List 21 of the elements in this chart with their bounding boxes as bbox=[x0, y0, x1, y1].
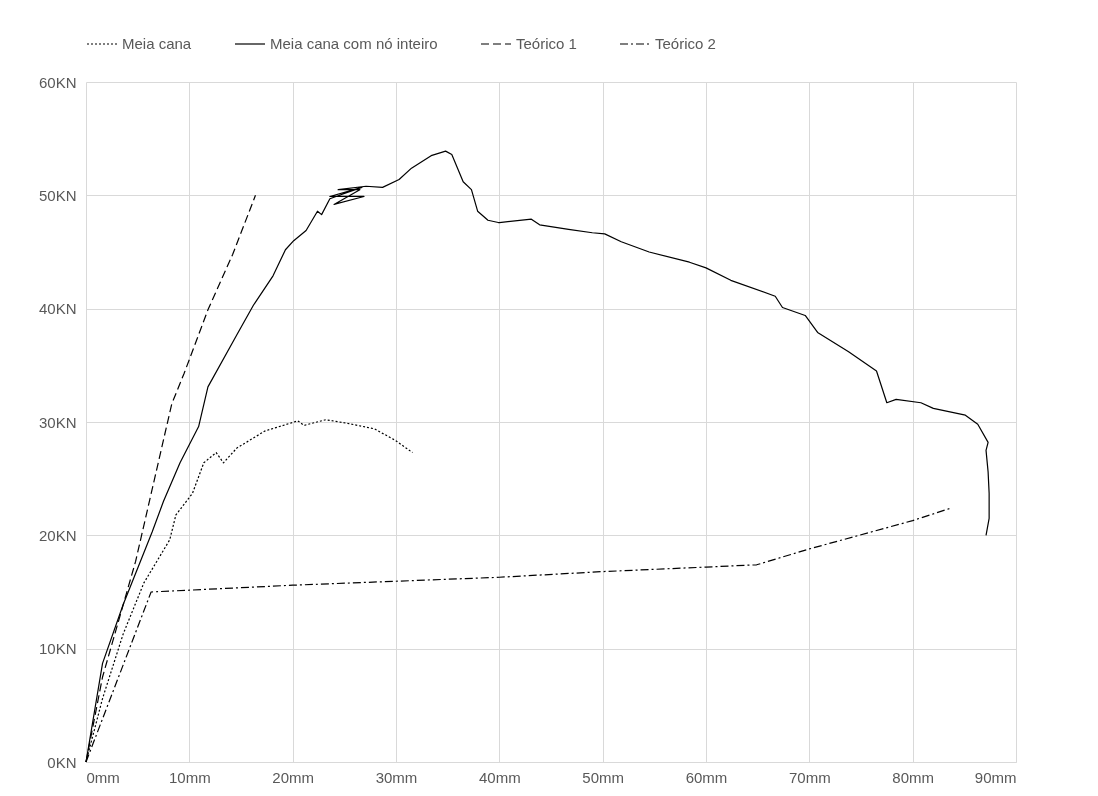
legend-label: Teórico 1 bbox=[516, 35, 577, 52]
y-tick-label: 40KN bbox=[38, 300, 77, 318]
y-tick-label: 20KN bbox=[38, 526, 77, 544]
y-tick-label: 50KN bbox=[38, 186, 77, 204]
x-tick-label: 10mm bbox=[168, 768, 211, 786]
x-tick-label: 40mm bbox=[478, 768, 521, 786]
y-tick-label: 60KN bbox=[38, 73, 77, 91]
legend-label: Meia cana bbox=[122, 35, 192, 52]
x-tick-label: 70mm bbox=[788, 768, 831, 786]
x-tick-label: 0mm bbox=[86, 768, 120, 786]
y-tick-label: 0KN bbox=[47, 753, 77, 771]
legend-label: Meia cana com nó inteiro bbox=[270, 35, 438, 52]
x-tick-label: 30mm bbox=[375, 768, 418, 786]
x-tick-label: 50mm bbox=[582, 768, 625, 786]
x-tick-label: 90mm bbox=[974, 768, 1017, 786]
x-tick-label: 20mm bbox=[272, 768, 315, 786]
legend-label: Teórico 2 bbox=[655, 35, 716, 52]
x-tick-label: 60mm bbox=[685, 768, 728, 786]
y-tick-label: 10KN bbox=[38, 640, 77, 658]
y-tick-label: 30KN bbox=[38, 413, 77, 431]
x-tick-label: 80mm bbox=[892, 768, 935, 786]
